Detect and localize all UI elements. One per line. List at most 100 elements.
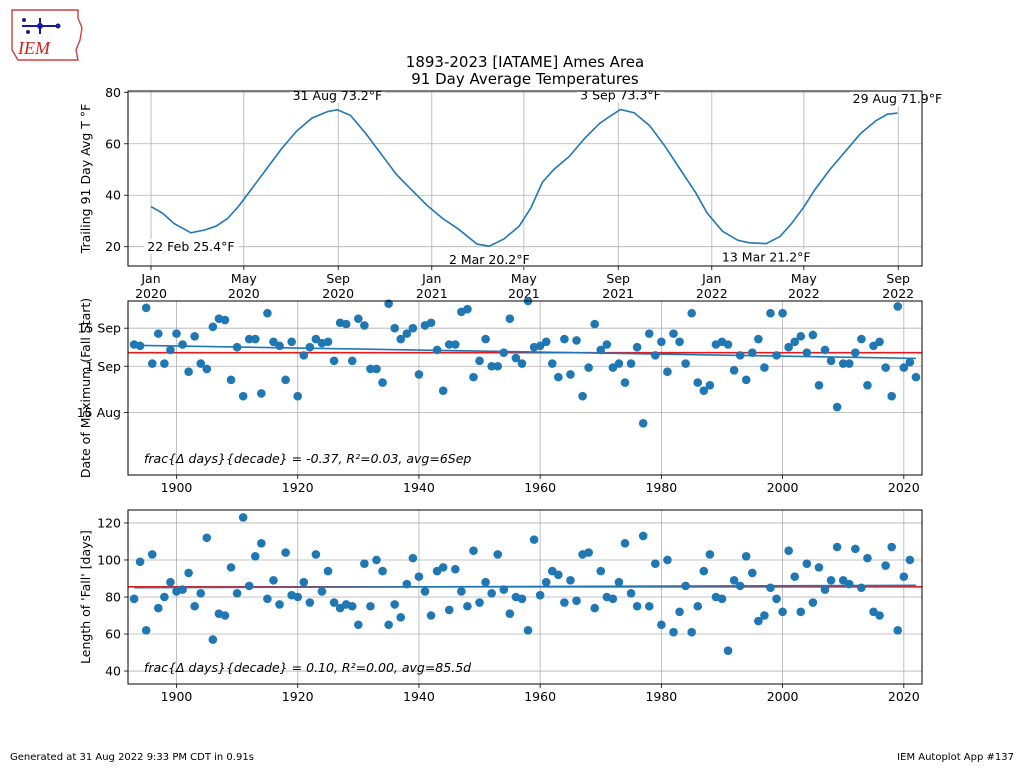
data-point <box>347 356 357 366</box>
y-tick-label: 40 <box>105 664 121 679</box>
y-tick-label: 20 <box>105 239 121 254</box>
extreme-annotation: 29 Aug 71.9°F <box>853 91 943 106</box>
x-tick-label: 1940 <box>403 689 435 704</box>
data-point <box>238 513 248 522</box>
data-point <box>554 570 563 580</box>
data-point <box>420 587 430 596</box>
data-point <box>129 594 139 604</box>
data-point <box>778 308 787 318</box>
data-point <box>299 351 309 360</box>
iowa-state-icon: IEM <box>11 9 83 61</box>
annotation-box <box>445 252 534 268</box>
x-tick-label: 1960 <box>524 689 556 704</box>
data-point <box>208 635 218 644</box>
data-point <box>396 613 406 622</box>
data-point <box>760 611 769 620</box>
x-tick-label: 2022 <box>882 286 914 301</box>
data-point <box>190 332 199 341</box>
y-tick-label: 15 Aug <box>77 405 121 420</box>
data-point <box>663 367 672 376</box>
y-tick-label: 120 <box>97 515 121 530</box>
data-point <box>220 611 230 620</box>
data-point <box>160 359 169 368</box>
trend-line <box>134 344 916 360</box>
data-point <box>499 348 509 357</box>
data-point <box>851 348 860 357</box>
data-point <box>154 329 163 338</box>
data-point <box>178 340 187 349</box>
data-point <box>832 542 842 552</box>
data-point <box>741 375 751 385</box>
data-point <box>754 334 763 344</box>
data-point <box>475 598 484 607</box>
data-point <box>663 555 672 565</box>
data-point <box>244 581 254 591</box>
data-point <box>360 559 369 568</box>
data-point <box>632 342 642 352</box>
data-point <box>244 334 254 344</box>
data-point <box>626 588 636 598</box>
data-point <box>257 539 266 548</box>
data-point <box>741 551 751 561</box>
data-point <box>378 566 387 576</box>
data-point <box>566 576 575 585</box>
data-point <box>675 607 684 617</box>
data-point <box>584 548 593 557</box>
data-point <box>184 568 193 578</box>
data-point <box>444 605 454 615</box>
data-point <box>281 375 290 385</box>
data-point <box>263 594 272 604</box>
annotation-box <box>718 249 814 265</box>
data-point <box>390 600 399 609</box>
data-point <box>899 572 909 581</box>
data-point <box>802 348 812 357</box>
data-point <box>772 594 781 604</box>
data-point <box>208 322 218 332</box>
generated-note: Generated at 31 Aug 2022 9:33 PM CDT in … <box>10 752 254 763</box>
data-point <box>869 341 878 351</box>
x-tick-label: 1980 <box>645 480 677 495</box>
data-point <box>366 364 375 374</box>
data-point <box>911 372 921 382</box>
app-id-note: IEM Autoplot App #137 <box>897 752 1014 763</box>
data-point <box>632 601 642 611</box>
iem-logo: IEM <box>8 6 86 64</box>
data-point <box>790 572 800 581</box>
data-point <box>863 553 872 563</box>
data-point <box>190 601 199 611</box>
y-tick-label: 15 Sep <box>78 321 122 336</box>
extreme-annotation: 13 Mar 21.2°F <box>722 250 811 265</box>
data-point <box>887 542 896 552</box>
data-point <box>857 334 866 344</box>
data-point <box>529 535 539 544</box>
temperature-series-line <box>150 108 898 248</box>
y-axis-label: Date of Maximum (Fall Start) <box>78 298 93 478</box>
data-point <box>814 563 824 572</box>
data-point <box>505 314 515 323</box>
x-tick-label: 2020 <box>322 286 354 301</box>
data-point <box>620 539 630 548</box>
data-point <box>408 323 418 333</box>
data-point <box>766 308 775 318</box>
axes-frame <box>127 90 923 267</box>
data-point <box>566 370 575 379</box>
data-point <box>669 627 678 637</box>
x-tick-label: 2000 <box>767 480 799 495</box>
data-point <box>226 563 236 572</box>
x-tick-label: Jan <box>140 271 160 286</box>
panel-3: 1900 1920 1940 1960 1980 2000 2020 40 60 80 100 120… <box>78 509 923 704</box>
data-point <box>263 308 272 318</box>
x-tick-label: 2021 <box>602 286 634 301</box>
x-tick-label: 1900 <box>161 689 193 704</box>
data-point <box>347 601 357 611</box>
data-point <box>414 370 424 379</box>
y-axis-label: Trailing 91 Day Avg T °F <box>78 104 93 255</box>
data-point <box>547 359 557 368</box>
y-tick-label: 60 <box>105 627 121 642</box>
data-point <box>802 559 812 568</box>
annotation-box <box>143 238 239 254</box>
x-tick-label: Jan <box>701 271 721 286</box>
data-point <box>766 583 775 593</box>
x-tick-label: 2000 <box>767 689 799 704</box>
x-tick-label: 1920 <box>282 689 314 704</box>
